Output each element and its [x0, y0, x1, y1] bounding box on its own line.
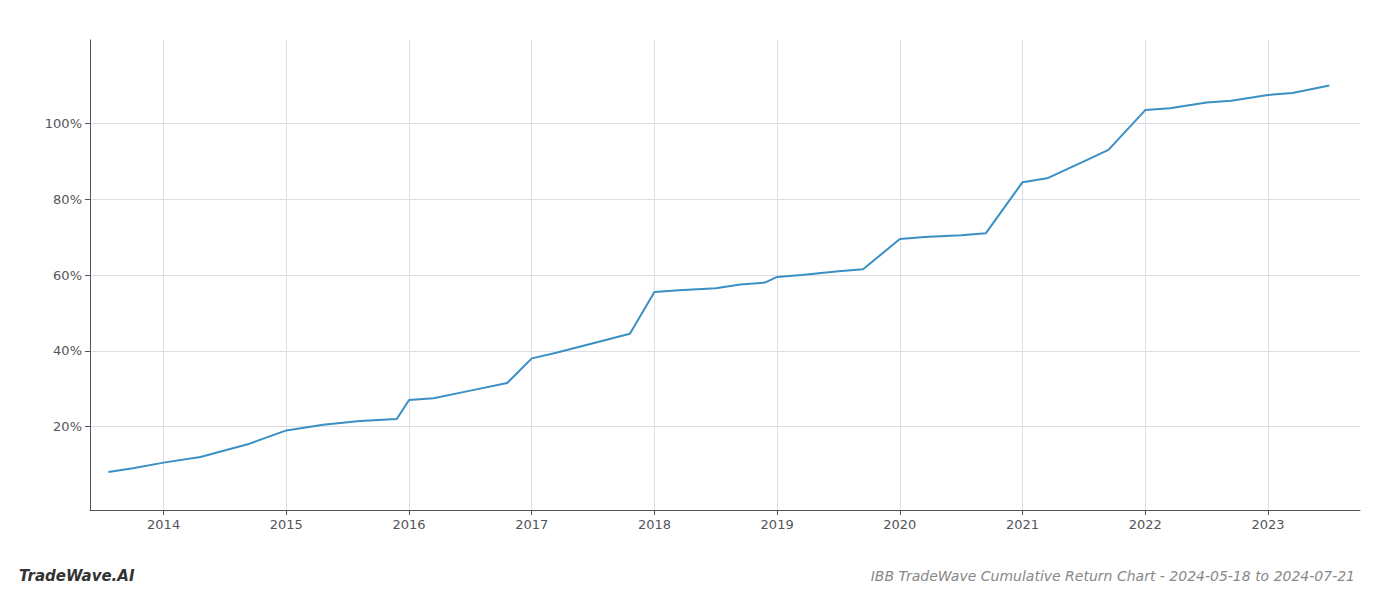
- svg-text:2021: 2021: [1006, 517, 1039, 532]
- svg-text:2023: 2023: [1251, 517, 1284, 532]
- svg-text:TradeWave.AI: TradeWave.AI: [19, 567, 135, 585]
- svg-text:2017: 2017: [515, 517, 548, 532]
- svg-text:20%: 20%: [53, 419, 82, 434]
- svg-text:40%: 40%: [53, 343, 82, 358]
- svg-text:2016: 2016: [392, 517, 425, 532]
- svg-text:80%: 80%: [53, 192, 82, 207]
- svg-text:2020: 2020: [883, 517, 916, 532]
- svg-text:100%: 100%: [45, 116, 82, 131]
- svg-text:60%: 60%: [53, 268, 82, 283]
- svg-text:2018: 2018: [638, 517, 671, 532]
- svg-text:2014: 2014: [147, 517, 180, 532]
- svg-text:2015: 2015: [270, 517, 303, 532]
- svg-text:2019: 2019: [761, 517, 794, 532]
- svg-text:2022: 2022: [1129, 517, 1162, 532]
- svg-text:IBB TradeWave Cumulative Retur: IBB TradeWave Cumulative Return Chart - …: [871, 568, 1355, 584]
